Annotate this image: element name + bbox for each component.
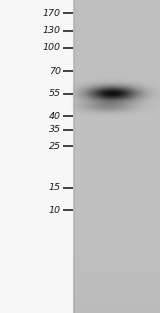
Text: 70: 70 [49, 67, 61, 76]
Text: 170: 170 [43, 9, 61, 18]
Text: 40: 40 [49, 112, 61, 121]
Text: 55: 55 [49, 90, 61, 98]
Text: 130: 130 [43, 26, 61, 35]
Text: 10: 10 [49, 206, 61, 215]
Text: 100: 100 [43, 43, 61, 52]
Text: 15: 15 [49, 183, 61, 192]
Text: 35: 35 [49, 126, 61, 134]
Text: 25: 25 [49, 142, 61, 151]
